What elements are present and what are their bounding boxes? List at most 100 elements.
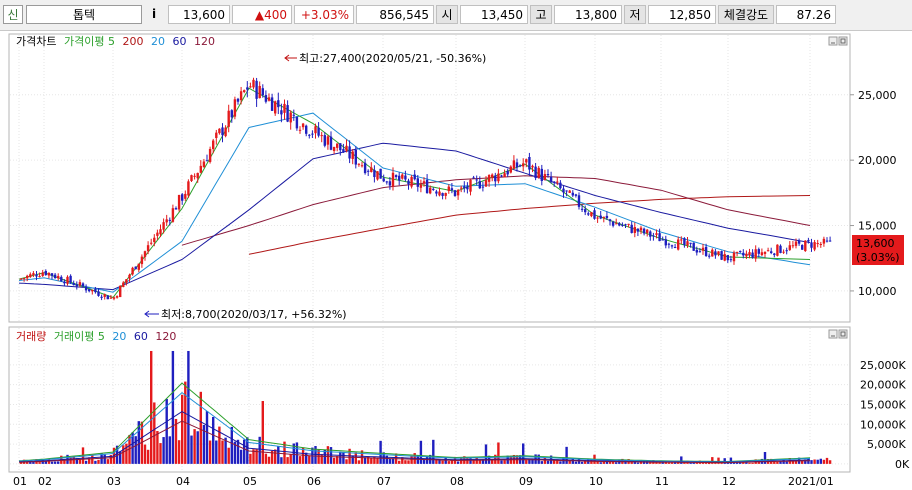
- candle-body: [305, 125, 308, 134]
- open-price: 13,450: [460, 5, 528, 24]
- volume-bar: [751, 462, 754, 464]
- candle-body: [494, 175, 497, 182]
- price-panel[interactable]: [8, 33, 851, 323]
- volume-bar: [602, 460, 605, 464]
- price-panel-minimize-icon[interactable]: [828, 36, 838, 46]
- candle-body: [264, 95, 268, 102]
- volume-bar: [596, 460, 599, 464]
- candle-body: [791, 245, 795, 247]
- volume-bar: [407, 460, 410, 464]
- candle-body: [267, 97, 271, 101]
- volume-bar: [804, 459, 807, 464]
- candle-body: [438, 191, 441, 196]
- volume-bar: [711, 457, 714, 464]
- volume-bar: [103, 454, 106, 464]
- volume-bar: [456, 461, 460, 464]
- volume-bar: [84, 460, 88, 464]
- volume-bar: [202, 424, 206, 464]
- volume-bar: [63, 459, 66, 464]
- volume-panel-minimize-icon[interactable]: [828, 329, 838, 339]
- legend-ma5: 가격이평 5: [64, 35, 115, 48]
- price-change: ▲400: [232, 5, 292, 24]
- volume-bar: [556, 459, 559, 464]
- volume-bar: [277, 446, 280, 464]
- candle-body: [236, 98, 240, 102]
- candle-body: [667, 243, 671, 245]
- volume-bar: [500, 460, 503, 464]
- candle-body: [53, 274, 57, 279]
- candle-body: [475, 179, 478, 181]
- candle-body: [810, 242, 813, 248]
- volume-bar: [75, 458, 78, 464]
- candle-body: [323, 135, 326, 146]
- candle-body: [711, 249, 714, 257]
- vol-legend-title: 거래량: [16, 330, 46, 343]
- volume-bar: [88, 457, 91, 464]
- candle-body: [289, 112, 292, 123]
- candle-body: [522, 163, 525, 167]
- volume-panel[interactable]: [8, 326, 851, 473]
- volume-bar: [252, 449, 255, 464]
- volume-bar: [122, 445, 125, 464]
- volume-bar: [53, 461, 57, 464]
- candle-body: [432, 188, 435, 190]
- candle-body: [615, 223, 618, 225]
- candle-body: [128, 274, 131, 279]
- svg-text:13,600: 13,600: [856, 237, 895, 250]
- candle-body: [580, 208, 584, 210]
- candle-body: [742, 252, 745, 256]
- volume-bar: [370, 457, 373, 464]
- x-tick-label: 04: [176, 475, 190, 488]
- candle-body: [332, 146, 336, 151]
- candle-body: [404, 175, 407, 180]
- candle-body: [177, 194, 181, 210]
- volume-bar: [692, 462, 695, 464]
- volume-bar: [615, 462, 618, 464]
- volume-bar: [447, 461, 450, 464]
- volume-bar: [441, 460, 444, 464]
- volume-bar: [332, 457, 336, 464]
- candle-body: [794, 241, 798, 246]
- candle-body: [435, 191, 438, 194]
- market-label[interactable]: 신: [3, 5, 23, 24]
- candle-body: [336, 143, 339, 148]
- x-tick-label: 2021/01: [788, 475, 834, 488]
- candle-body: [382, 178, 385, 182]
- candle-body: [633, 227, 636, 233]
- candle-body: [692, 242, 695, 251]
- candle-body: [19, 278, 23, 280]
- candle-body: [739, 251, 742, 253]
- info-icon[interactable]: i: [151, 7, 157, 21]
- candle-body: [599, 215, 602, 219]
- candle-body: [29, 274, 32, 278]
- candle-body: [481, 186, 485, 188]
- price-panel-maximize-icon[interactable]: [838, 36, 848, 46]
- candle-body: [171, 208, 175, 222]
- volume-bar: [146, 449, 150, 464]
- volume-bar: [171, 350, 175, 464]
- candle-body: [689, 242, 692, 244]
- volume-bar: [677, 461, 680, 464]
- candle-body: [658, 233, 661, 242]
- candle-body: [339, 143, 342, 151]
- volume-bar: [249, 453, 252, 464]
- volume-panel-maximize-icon[interactable]: [838, 329, 848, 339]
- candle-body: [351, 151, 354, 159]
- volume-bar: [568, 459, 571, 464]
- candle-body: [112, 297, 116, 299]
- volume-ma-line: [18, 391, 811, 463]
- volume-bar: [636, 462, 640, 464]
- min-annotation: 최저:8,700(2020/03/17, +56.32%): [144, 308, 347, 321]
- volume-bar: [735, 462, 739, 464]
- volume-bar: [410, 456, 413, 464]
- volume-bar: [819, 458, 822, 464]
- stock-name-field[interactable]: 톱텍: [26, 5, 142, 24]
- candle-body: [627, 223, 630, 225]
- candle-body: [165, 219, 168, 223]
- candle-body: [621, 224, 624, 226]
- candle-body: [150, 242, 153, 244]
- volume-bar: [745, 462, 748, 464]
- chart-area[interactable]: 01 02 03 04 05 06 07 08 09 10 11 12 2021/01 10,000 15,…: [0, 31, 912, 490]
- candle-body: [100, 296, 103, 298]
- candle-body: [568, 190, 571, 193]
